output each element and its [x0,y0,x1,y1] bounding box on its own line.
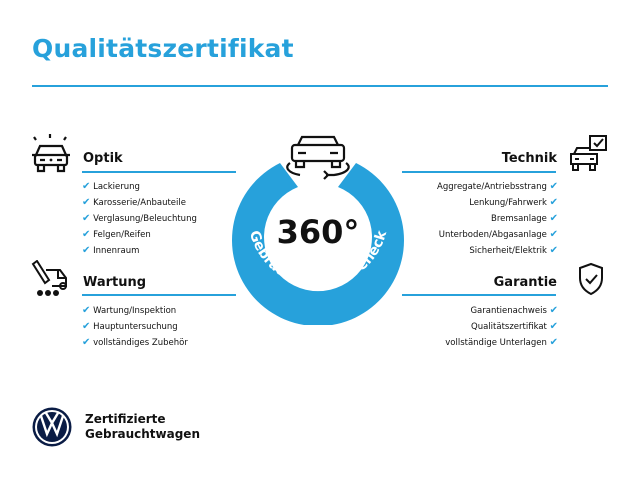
list-item-label: Unterboden/Abgasanlage [438,230,547,240]
garantie-list: Garantienachweis ✔ Qualitätszertifikat ✔ v… [445,303,558,351]
check-icon: ✔ [82,245,91,256]
wartung-list: ✔ Wartung/Inspektion ✔ Hauptuntersuchung ✔… [82,303,188,351]
list-item-label: vollständiges Zubehör [93,338,188,348]
check-icon: ✔ [82,305,91,316]
optik-list: ✔ Lackierung ✔ Karosserie/Anbauteile ✔ Ver… [82,179,197,259]
brand-line2: Gebrauchtwagen [85,427,200,441]
wartung-divider [82,294,236,296]
list-item: ✔ Felgen/Reifen [82,227,197,243]
check-icon: ✔ [549,229,558,240]
list-item-label: Wartung/Inspektion [93,306,177,316]
rotating-car-icon [286,135,350,180]
check-icon: ✔ [82,229,91,240]
list-item-label: Aggregate/Antriebsstrang [437,182,547,192]
list-item: ✔ Lackierung [82,179,197,195]
check-icon: ✔ [549,213,558,224]
360-check-badge: 360° Gebrauchtwagen-Check [232,135,404,325]
list-item: ✔ Hauptuntersuchung [82,319,188,335]
technik-list: Aggregate/Antriebsstrang ✔ Lenkung/Fahrwe… [437,179,558,259]
list-item: ✔ Wartung/Inspektion [82,303,188,319]
check-icon: ✔ [82,197,91,208]
check-icon: ✔ [549,305,558,316]
list-item: Sicherheit/Elektrik ✔ [437,243,558,259]
car-lights-icon [32,134,70,173]
list-item-label: vollständige Unterlagen [445,338,547,348]
list-item: ✔ Karosserie/Anbauteile [82,195,197,211]
badge-value: 360° [277,213,360,251]
brand-text: Zertifizierte Gebrauchtwagen [85,412,200,442]
list-item: ✔ Verglasung/Beleuchtung [82,211,197,227]
badge-ring [232,163,404,325]
check-icon: ✔ [549,321,558,332]
list-item-label: Qualitätszertifikat [471,322,547,332]
section-title-wartung: Wartung [83,275,147,290]
check-icon: ✔ [549,181,558,192]
list-item-label: Lenkung/Fahrwerk [469,198,547,208]
list-item: Garantienachweis ✔ [445,303,558,319]
check-icon: ✔ [82,213,91,224]
list-item-label: Lackierung [93,182,140,192]
list-item: Unterboden/Abgasanlage ✔ [437,227,558,243]
list-item: Lenkung/Fahrwerk ✔ [437,195,558,211]
check-icon: ✔ [549,337,558,348]
list-item: ✔ vollständiges Zubehör [82,335,188,351]
list-item-label: Hauptuntersuchung [93,322,178,332]
list-item-label: Bremsanlage [491,214,547,224]
check-icon: ✔ [549,245,558,256]
car-checklist-icon [570,135,607,171]
section-title-technik: Technik [501,151,557,166]
technik-divider [402,171,556,173]
list-item: Bremsanlage ✔ [437,211,558,227]
list-item-label: Garantienachweis [470,306,547,316]
section-title-optik: Optik [83,151,123,166]
brand-line1: Zertifizierte [85,412,166,426]
list-item: Aggregate/Antriebsstrang ✔ [437,179,558,195]
check-icon: ✔ [82,321,91,332]
check-icon: ✔ [549,197,558,208]
page-title: Qualitätszertifikat [32,34,294,63]
title-divider [32,85,608,87]
list-item: Qualitätszertifikat ✔ [445,319,558,335]
optik-divider [82,171,236,173]
list-item-label: Verglasung/Beleuchtung [93,214,197,224]
check-icon: ✔ [82,181,91,192]
list-item-label: Innenraum [93,246,140,256]
vw-logo [32,407,72,447]
garantie-divider [402,294,556,296]
check-icon: ✔ [82,337,91,348]
section-title-garantie: Garantie [493,275,557,290]
list-item: vollständige Unterlagen ✔ [445,335,558,351]
service-truck-icon [31,260,67,296]
list-item-label: Karosserie/Anbauteile [93,198,186,208]
list-item-label: Felgen/Reifen [93,230,151,240]
list-item: ✔ Innenraum [82,243,197,259]
list-item-label: Sicherheit/Elektrik [469,246,547,256]
shield-check-icon [579,262,603,296]
